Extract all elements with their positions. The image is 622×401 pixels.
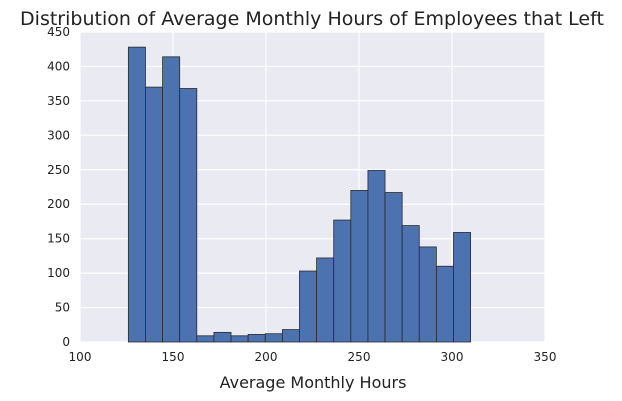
histogram-bar: [350, 190, 369, 343]
histogram-bar: [213, 331, 232, 343]
chart-title: Distribution of Average Monthly Hours of…: [20, 8, 604, 30]
y-tick-label: 450: [47, 25, 70, 39]
histogram-bar: [230, 335, 249, 343]
histogram-bar: [264, 333, 283, 343]
x-tick-label: 100: [69, 350, 92, 364]
histogram-bars: [127, 46, 472, 343]
y-tick-label: 50: [55, 301, 70, 315]
histogram-bar: [162, 56, 181, 343]
x-tick-label: 200: [255, 350, 278, 364]
y-tick-label: 350: [47, 94, 70, 108]
histogram-bar: [299, 270, 317, 343]
histogram-bar: [281, 329, 300, 343]
y-tick-label: 400: [47, 59, 70, 73]
x-tick-label: 350: [534, 350, 557, 364]
histogram-bar: [247, 334, 266, 343]
histogram-bar: [333, 219, 352, 343]
x-axis-label: Average Monthly Hours: [220, 373, 407, 392]
y-tick-label: 150: [47, 232, 70, 246]
y-tick-label: 250: [47, 163, 70, 177]
y-tick-label: 200: [47, 197, 70, 211]
histogram-bar: [384, 192, 403, 343]
histogram-bar: [453, 232, 472, 343]
y-tick-label: 300: [47, 128, 70, 142]
x-axis-ticks: 100 150 200 250 300 350: [69, 350, 557, 364]
histogram-bar: [367, 170, 386, 343]
x-tick-label: 300: [441, 350, 464, 364]
histogram-bar: [179, 88, 198, 343]
y-tick-label: 0: [62, 335, 70, 349]
y-axis-ticks: 0 50 100 150 200 250 300 350 400 450: [47, 25, 70, 349]
histogram-bar: [435, 265, 454, 343]
histogram-bar: [316, 257, 335, 343]
histogram-bar: [127, 46, 146, 343]
x-tick-label: 150: [162, 350, 185, 364]
histogram-bar: [418, 246, 437, 343]
y-tick-label: 100: [47, 266, 70, 280]
histogram-bar: [401, 225, 420, 343]
x-tick-label: 250: [348, 350, 371, 364]
histogram-bar: [196, 335, 215, 343]
histogram-bar: [145, 86, 163, 343]
